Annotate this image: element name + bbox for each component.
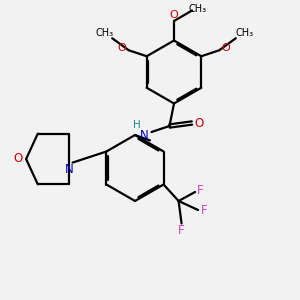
Text: CH₃: CH₃	[188, 4, 206, 14]
Text: CH₃: CH₃	[96, 28, 114, 38]
Text: N: N	[140, 129, 148, 142]
Text: CH₃: CH₃	[235, 28, 253, 38]
Text: F: F	[197, 184, 204, 197]
Text: F: F	[201, 203, 207, 217]
Text: O: O	[195, 116, 204, 130]
Text: H: H	[133, 120, 140, 130]
Text: F: F	[178, 224, 185, 238]
Text: O: O	[118, 43, 127, 53]
Text: O: O	[13, 152, 22, 166]
Text: O: O	[169, 10, 178, 20]
Text: N: N	[64, 163, 74, 176]
Text: O: O	[221, 43, 230, 53]
